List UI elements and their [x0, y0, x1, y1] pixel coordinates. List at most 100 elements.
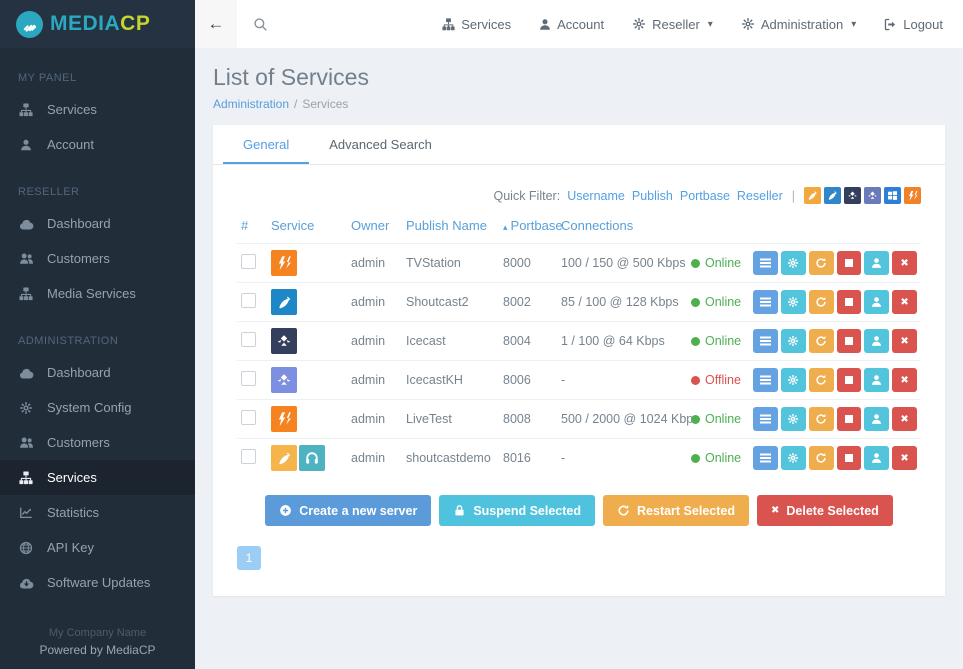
- suspend-selected-button[interactable]: Suspend Selected: [439, 495, 596, 526]
- sidebar-item-admin-dashboard[interactable]: Dashboard: [0, 355, 195, 390]
- row-restart-button[interactable]: [808, 368, 834, 392]
- brand-logo[interactable]: MEDIACP: [0, 0, 195, 48]
- header-connections[interactable]: Connections: [561, 218, 634, 233]
- row-restart-button[interactable]: [808, 329, 834, 353]
- tv-station-icon[interactable]: [904, 187, 921, 204]
- icecast-icon[interactable]: [844, 187, 861, 204]
- sidebar-item-label: Customers: [47, 251, 110, 266]
- topnav-account[interactable]: Account: [539, 17, 604, 32]
- shoutcast-rocket-icon[interactable]: [271, 445, 297, 471]
- row-manage-button[interactable]: [753, 251, 778, 275]
- sidebar-item-api-key[interactable]: API Key: [0, 530, 195, 565]
- row-settings-button[interactable]: [780, 407, 806, 431]
- delete-selected-button[interactable]: ✖ Delete Selected: [756, 495, 893, 526]
- row-settings-button[interactable]: [780, 446, 806, 470]
- header-owner[interactable]: Owner: [351, 218, 390, 233]
- topnav-reseller[interactable]: Reseller ▾: [632, 17, 713, 32]
- row-stop-button[interactable]: [836, 251, 862, 275]
- row-checkbox[interactable]: [241, 332, 256, 347]
- header-publish-name[interactable]: Publish Name: [406, 218, 487, 233]
- icecast-emblem-icon[interactable]: [271, 328, 297, 354]
- row-settings-button[interactable]: [780, 329, 806, 353]
- delete-x-icon: ✖: [900, 413, 909, 425]
- row-account-button[interactable]: [864, 290, 890, 314]
- row-restart-button[interactable]: [808, 290, 834, 314]
- restart-selected-button[interactable]: Restart Selected: [603, 495, 749, 526]
- topnav-logout[interactable]: Logout: [884, 17, 943, 32]
- row-stop-button[interactable]: [836, 368, 862, 392]
- sidebar-item-media-services[interactable]: Media Services: [0, 276, 195, 311]
- sidebar-item-system-config[interactable]: System Config: [0, 390, 195, 425]
- row-delete-button[interactable]: ✖: [892, 407, 917, 431]
- sidebar-item-statistics[interactable]: Statistics: [0, 495, 195, 530]
- cell-portbase: 8016: [499, 438, 557, 477]
- sidebar-item-account[interactable]: Account: [0, 127, 195, 162]
- tab-advanced-search[interactable]: Advanced Search: [329, 137, 432, 152]
- users-icon: [18, 252, 34, 265]
- row-checkbox[interactable]: [241, 371, 256, 386]
- row-delete-button[interactable]: ✖: [892, 329, 917, 353]
- row-checkbox[interactable]: [241, 293, 256, 308]
- topnav-administration[interactable]: Administration ▾: [741, 17, 856, 32]
- row-stop-button[interactable]: [836, 407, 862, 431]
- breadcrumb-administration[interactable]: Administration: [213, 97, 290, 111]
- row-stop-button[interactable]: [836, 446, 862, 470]
- sidebar-item-admin-services[interactable]: Services: [0, 460, 195, 495]
- create-new-server-button[interactable]: Create a new server: [265, 495, 432, 526]
- quick-filter-username[interactable]: Username: [567, 188, 625, 203]
- topnav-services[interactable]: Services: [442, 17, 511, 32]
- tv-lightning-icon[interactable]: [271, 250, 297, 276]
- row-manage-button[interactable]: [753, 407, 778, 431]
- row-restart-button[interactable]: [808, 407, 834, 431]
- row-settings-button[interactable]: [780, 290, 806, 314]
- row-checkbox[interactable]: [241, 410, 256, 425]
- row-account-button[interactable]: [864, 407, 890, 431]
- sidebar-item-reseller-dashboard[interactable]: Dashboard: [0, 206, 195, 241]
- sidebar-item-software-updates[interactable]: Software Updates: [0, 565, 195, 600]
- row-account-button[interactable]: [864, 329, 890, 353]
- row-account-button[interactable]: [864, 446, 890, 470]
- back-button[interactable]: ←: [195, 0, 237, 48]
- quick-filter-portbase[interactable]: Portbase: [679, 188, 730, 203]
- icecast-kh-icon[interactable]: [864, 187, 881, 204]
- sidebar-item-reseller-customers[interactable]: Customers: [0, 241, 195, 276]
- row-settings-button[interactable]: [780, 251, 806, 275]
- manage-icon: [759, 418, 771, 420]
- row-manage-button[interactable]: [753, 368, 778, 392]
- quick-filter-reseller[interactable]: Reseller: [736, 188, 783, 203]
- shoutcast1-icon[interactable]: [804, 187, 821, 204]
- windows-media-icon[interactable]: [884, 187, 901, 204]
- header-portbase[interactable]: ▴ Portbase: [503, 218, 563, 233]
- row-manage-button[interactable]: [753, 329, 778, 353]
- row-checkbox[interactable]: [241, 254, 256, 269]
- row-account-button[interactable]: [864, 368, 890, 392]
- page-1-button[interactable]: 1: [237, 546, 261, 570]
- row-stop-button[interactable]: [836, 290, 862, 314]
- row-delete-button[interactable]: ✖: [892, 290, 917, 314]
- row-delete-button[interactable]: ✖: [892, 251, 917, 275]
- icecast-kh-emblem-icon[interactable]: [271, 367, 297, 393]
- row-checkbox[interactable]: [241, 449, 256, 464]
- quick-filter-publish[interactable]: Publish: [631, 188, 673, 203]
- row-settings-button[interactable]: [780, 368, 806, 392]
- search-bar[interactable]: [237, 0, 443, 48]
- shoutcast2-icon[interactable]: [824, 187, 841, 204]
- header-number[interactable]: #: [241, 218, 249, 233]
- row-restart-button[interactable]: [808, 251, 834, 275]
- header-service[interactable]: Service: [271, 218, 315, 233]
- row-account-button[interactable]: [864, 251, 890, 275]
- row-delete-button[interactable]: ✖: [892, 368, 917, 392]
- refresh-icon: [618, 505, 629, 516]
- row-manage-button[interactable]: [753, 290, 778, 314]
- headphones-icon[interactable]: [299, 445, 325, 471]
- sidebar-item-services[interactable]: Services: [0, 92, 195, 127]
- row-restart-button[interactable]: [808, 446, 834, 470]
- tv-lightning-icon[interactable]: [271, 406, 297, 432]
- search-input[interactable]: [278, 16, 398, 32]
- shoutcast2-rocket-icon[interactable]: [271, 289, 297, 315]
- row-manage-button[interactable]: [753, 446, 778, 470]
- row-stop-button[interactable]: [836, 329, 862, 353]
- sidebar-item-admin-customers[interactable]: Customers: [0, 425, 195, 460]
- row-delete-button[interactable]: ✖: [892, 446, 917, 470]
- tab-general[interactable]: General: [223, 125, 310, 164]
